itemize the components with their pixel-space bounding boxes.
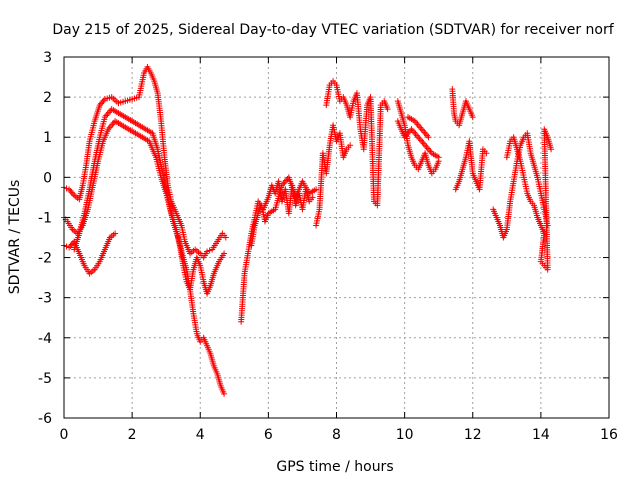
series-track-D <box>71 106 228 397</box>
data-point <box>221 250 228 257</box>
y-tick-label: -6 <box>38 411 52 427</box>
y-tick-label: -4 <box>38 331 52 347</box>
data-point <box>63 185 70 192</box>
series-track-G <box>313 122 354 229</box>
x-tick-label: 14 <box>532 427 550 443</box>
data-point <box>469 114 476 121</box>
x-tick-label: 10 <box>396 427 414 443</box>
y-tick-label: -5 <box>38 371 52 387</box>
x-tick-label: 16 <box>600 427 618 443</box>
data-point <box>425 134 432 141</box>
y-tick-label: -1 <box>38 210 52 226</box>
data-point <box>347 142 354 149</box>
data-point <box>63 243 70 250</box>
x-tick-label: 4 <box>196 427 205 443</box>
data-point <box>313 186 320 193</box>
data-point <box>206 247 213 254</box>
series-track-M <box>503 126 555 273</box>
series-track-J <box>394 114 442 161</box>
y-tick-label: -2 <box>38 251 52 267</box>
data-point <box>221 390 228 397</box>
data-point <box>309 194 316 201</box>
y-tick-label: 0 <box>43 170 52 186</box>
data-point <box>222 234 229 241</box>
x-tick-label: 2 <box>128 427 137 443</box>
series-track-F <box>248 174 320 249</box>
y-axis-label: SDTVAR / TECUs <box>7 180 23 295</box>
x-tick-label: 6 <box>264 427 273 443</box>
series-track-K <box>449 86 490 193</box>
x-tick-label: 12 <box>464 427 482 443</box>
y-tick-label: 2 <box>43 90 52 106</box>
series-track-A <box>61 64 229 261</box>
y-tick-label: 1 <box>43 130 52 146</box>
data-point <box>384 106 391 113</box>
chart-grid <box>64 57 609 418</box>
series-track-H <box>323 78 391 209</box>
x-tick-label: 8 <box>332 427 341 443</box>
chart-title: Day 215 of 2025, Sidereal Day-to-day VTE… <box>52 22 614 38</box>
data-point <box>112 230 119 237</box>
x-tick-label: 0 <box>60 427 69 443</box>
y-tick-label: -3 <box>38 291 52 307</box>
series-track-C <box>61 230 119 277</box>
y-tick-label: 3 <box>43 50 52 66</box>
x-axis-label: GPS time / hours <box>276 459 393 475</box>
data-point <box>204 248 211 255</box>
data-point <box>548 146 555 153</box>
data-point <box>435 154 442 161</box>
data-point <box>483 150 490 157</box>
chart-series <box>61 64 555 397</box>
